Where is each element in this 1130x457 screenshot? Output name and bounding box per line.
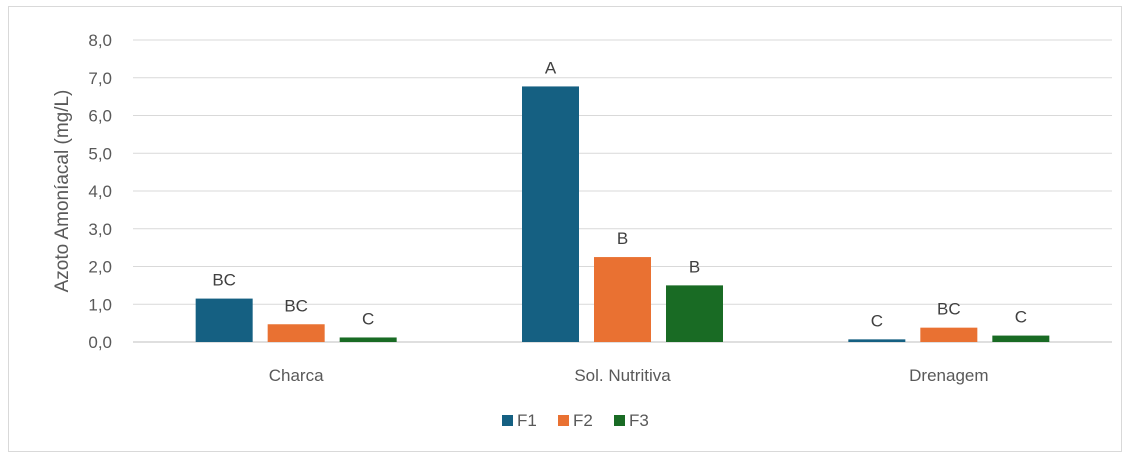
legend-label: F3 (629, 411, 649, 430)
bar-f3 (666, 285, 723, 342)
y-tick-label: 7,0 (88, 69, 112, 88)
bar-f2 (920, 327, 978, 342)
x-tick-label: Sol. Nutritiva (574, 366, 671, 385)
bar-f1 (522, 86, 579, 343)
y-axis-label: Azoto Amoníacal (mg/L) (52, 90, 73, 293)
legend-label: F1 (517, 411, 537, 430)
bar-f1 (195, 298, 253, 342)
y-tick-label: 6,0 (88, 107, 112, 126)
y-tick-label: 5,0 (88, 144, 112, 163)
bar-f2 (594, 257, 651, 342)
y-tick-label: 8,0 (88, 31, 112, 50)
y-axis-ticks: 0,0 1,0 2,0 3,0 4,0 5,0 6,0 7,0 8,0 (88, 31, 112, 352)
x-axis-ticks: Charca Sol. Nutritiva Drenagem (269, 366, 989, 385)
bar-significance-label: BC (937, 300, 961, 319)
y-tick-label: 2,0 (88, 258, 112, 277)
bar-significance-label: C (1015, 308, 1027, 327)
bar-significance-label: A (545, 58, 557, 77)
y-tick-label: 0,0 (88, 333, 112, 352)
bar-f2 (267, 324, 325, 342)
y-tick-label: 4,0 (88, 182, 112, 201)
y-tick-label: 3,0 (88, 220, 112, 239)
bar-significance-label: BC (212, 271, 236, 290)
bar-significance-label: B (689, 257, 700, 276)
bar-f3 (339, 337, 397, 342)
legend-swatch-f3 (614, 415, 625, 426)
legend-swatch-f2 (558, 415, 569, 426)
bar-significance-label: C (871, 311, 883, 330)
bar-f3 (992, 335, 1050, 342)
bars (195, 86, 1050, 343)
legend-swatch-f1 (502, 415, 513, 426)
y-tick-label: 1,0 (88, 295, 112, 314)
legend: F1 F2 F3 (502, 411, 649, 430)
x-tick-label: Drenagem (909, 366, 988, 385)
bar-significance-label: BC (284, 296, 308, 315)
bar-f1 (848, 339, 906, 342)
bar-significance-label: C (362, 309, 374, 328)
x-tick-label: Charca (269, 366, 324, 385)
legend-label: F2 (573, 411, 593, 430)
bar-significance-label: B (617, 229, 628, 248)
